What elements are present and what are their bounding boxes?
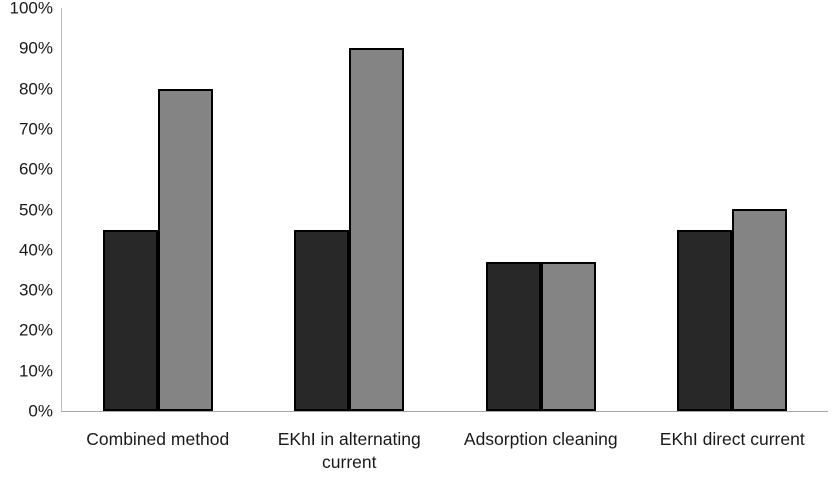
y-axis-tick-label: 90% [18,38,53,58]
bar-dark-series [677,230,733,411]
y-axis-tick-label: 20% [18,320,53,340]
x-axis: Combined method EKhI in alternating curre… [62,428,828,478]
bar-dark-series [294,230,350,411]
bar-gray-series [157,89,213,411]
x-axis-category-label: EKhI in alternating current [277,429,421,472]
x-axis-category-label: Combined method [86,429,230,449]
y-axis-tick-label: 30% [18,280,53,300]
y-axis-tick-label: 40% [18,240,53,260]
y-axis-tick-label: 10% [18,361,53,381]
y-axis-tick-label: 50% [18,200,53,219]
bar-dark-series [485,262,541,411]
bar-dark-series [102,230,158,411]
y-axis: 0% 10% 20% 30% 40% 50% 60% 70% 80% 90% 100% [0,0,53,420]
x-axis-category-label: Adsorption cleaning [463,429,618,449]
y-axis-tick-label: 80% [18,79,53,99]
y-axis-tick-label: 100% [9,0,53,18]
bar-gray-series [732,209,788,411]
bar-gray-series [540,262,596,411]
y-axis-tick-label: 60% [18,159,53,179]
x-axis-category-label: EKhI direct current [659,429,805,449]
plot-area [61,8,828,412]
y-axis-tick-label: 70% [18,119,53,139]
y-axis-tick-label: 0% [28,401,53,421]
bar-gray-series [349,48,405,411]
